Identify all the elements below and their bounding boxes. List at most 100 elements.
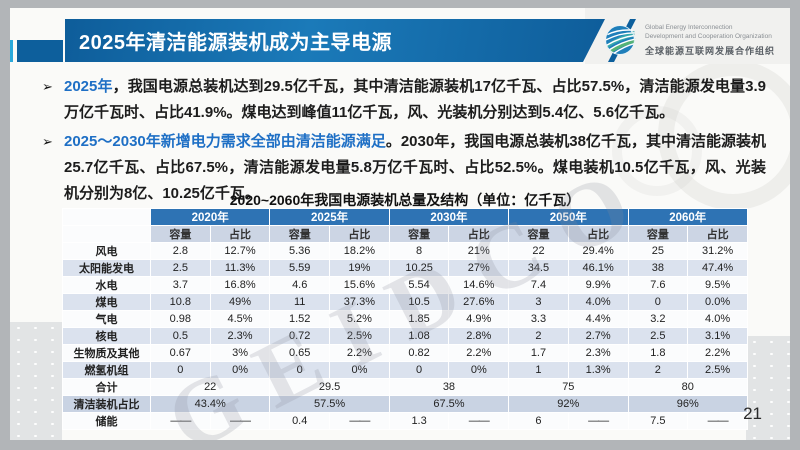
row-label: 储能 [62,412,151,430]
data-cell: 4.0% [567,293,629,311]
data-cell: 10.8 [150,293,211,311]
data-cell: 9.9% [567,276,629,294]
data-cell: 38 [627,259,689,277]
data-cell: 29.5 [269,378,390,396]
bullet-item-2: ➢ 2025～2030年新增电力需求全部由清洁能源满足。2030年，我国电源总装… [42,129,766,207]
logo-text: Global Energy Interconnection Developmen… [645,24,775,57]
subheader-share: 占比 [329,225,390,243]
bullet-list: ➢ 2025年，我国电源总装机达到29.5亿千瓦，其中清洁能源装机17亿千瓦、占… [42,74,766,210]
data-cell: —— [567,412,629,430]
data-cell: 12.7% [209,242,271,260]
data-cell: 0 [388,361,450,379]
slide: 2025年清洁能源装机成为主导电源 Global Energy Intercon… [10,8,790,440]
year-header: 2020年 [149,208,271,226]
data-cell: 2.2% [329,344,390,362]
dotted-texture-right [746,336,790,440]
table-row: 燃氢机组 0 0% 0 0% 0 0% 1 1.3% 2 2.5% [62,361,748,379]
data-cell: 0.65 [269,344,331,362]
data-cell: 1.3 [388,412,450,430]
circle-watermark-small [612,106,702,196]
data-cell: 34.5 [508,259,569,277]
data-cell: 0.0% [687,293,748,311]
dotted-texture-left [10,322,62,440]
data-cell: 0.98 [150,310,211,328]
data-cell: 3.2 [627,310,689,328]
data-cell: 27% [448,259,510,277]
data-cell: 0% [329,361,390,379]
data-cell: 47.4% [687,259,748,277]
data-cell: 22 [508,242,569,260]
data-cell: 1.08 [388,327,450,345]
data-cell: 2 [508,327,569,345]
bullet-rest-2: 。2030年，我国电源总装机38亿千瓦，其中清洁能源装机25.7亿千瓦、占比67… [64,133,766,202]
table-summary-row: 清洁装机占比 43.4% 57.5% 67.5% 92% 96% [62,395,748,413]
data-cell: 1.7 [508,344,569,362]
table-body: 风电 2.8 12.7% 5.36 18.2% 8 21% 22 29.4% 25 31.2% 太阳能… [62,242,748,430]
data-cell: 31.2% [687,242,748,260]
data-cell: —— [448,412,510,430]
data-cell: 57.5% [269,395,390,413]
data-cell: —— [687,412,748,430]
table-row: 煤电 10.8 49% 11 37.3% 10.5 27.6% 3 4.0% 0 0.0% [62,293,748,311]
year-header: 2060年 [627,208,748,226]
row-label: 合计 [62,378,151,396]
data-cell: 2.5% [329,327,390,345]
data-cell: 22 [149,378,271,396]
row-label: 核电 [62,327,151,345]
data-cell: 2.5 [150,259,211,277]
subheader-share: 占比 [209,225,271,243]
data-cell: 10.5 [388,293,450,311]
data-cell: 7.6 [627,276,689,294]
data-cell: 96% [627,395,748,413]
row-label: 燃氢机组 [62,361,151,379]
data-cell: 2.5 [627,327,689,345]
subheader-capacity: 容量 [269,225,331,243]
logo-zh-name: 全球能源互联网发展合作组织 [645,45,776,56]
data-cell: 0.72 [269,327,331,345]
table-row: 气电 0.98 4.5% 1.52 5.2% 1.85 4.9% 3.3 4.4% 3.2 4.0% [62,310,748,328]
table-storage-row: 储能 —— —— 0.4 —— 1.3 —— 6 —— 7.5 —— [62,412,748,430]
subheader-share: 占比 [448,225,510,243]
row-label: 清洁装机占比 [62,395,151,413]
data-cell: 6 [508,412,569,430]
data-cell: 80 [627,378,748,396]
table-summary-row: 合计 22 29.5 38 75 80 [62,378,748,396]
data-cell: 0.5 [150,327,211,345]
data-cell: 4.9% [448,310,510,328]
bullet-lead-1: 2025年 [64,78,113,95]
data-cell: 2.2% [687,344,748,362]
subheader-capacity: 容量 [508,225,569,243]
data-cell: 0.67 [150,344,211,362]
data-cell: 2.3% [567,344,629,362]
bullet-rest-1: ，我国电源总装机达到29.5亿千瓦，其中清洁能源装机17亿千瓦、占比57.5%，… [64,78,766,121]
data-cell: 18.2% [329,242,390,260]
data-cell: 4.4% [567,310,629,328]
data-cell: 25 [627,242,689,260]
data-cell: 75 [508,378,629,396]
table-row: 生物质及其他 0.67 3% 0.65 2.2% 0.82 2.2% 1.7 2.3% 1.8 2.… [62,344,748,362]
data-cell: 2.8% [448,327,510,345]
globe-icon [605,25,636,55]
data-cell: 2.7% [567,327,629,345]
subheader-share: 占比 [687,225,748,243]
data-cell: 0.82 [388,344,450,362]
table-row: 太阳能发电 2.5 11.3% 5.59 19% 10.25 27% 34.5 46.1% 38 4… [62,259,748,277]
row-label: 风电 [62,242,151,260]
data-cell: 3% [209,344,271,362]
data-cell: 0% [448,361,510,379]
data-cell: 5.59 [269,259,331,277]
data-cell: 11 [269,293,331,311]
bullet-arrow-icon: ➢ [42,134,53,149]
table-corner-cell [62,225,151,243]
year-header: 2025年 [269,208,390,226]
table-year-header-row: 2020年 2025年 2030年 2050年 2060年 [62,208,748,226]
table-row: 风电 2.8 12.7% 5.36 18.2% 8 21% 22 29.4% 25 31.2% [62,242,748,260]
data-cell: 0 [627,293,689,311]
data-cell: 10.25 [388,259,450,277]
data-cell: 2.3% [209,327,271,345]
data-cell: 14.6% [448,276,510,294]
data-cell: 21% [448,242,510,260]
data-cell: 11.3% [209,259,271,277]
table-row: 核电 0.5 2.3% 0.72 2.5% 1.08 2.8% 2 2.7% 2.5 3.1% [62,327,748,345]
